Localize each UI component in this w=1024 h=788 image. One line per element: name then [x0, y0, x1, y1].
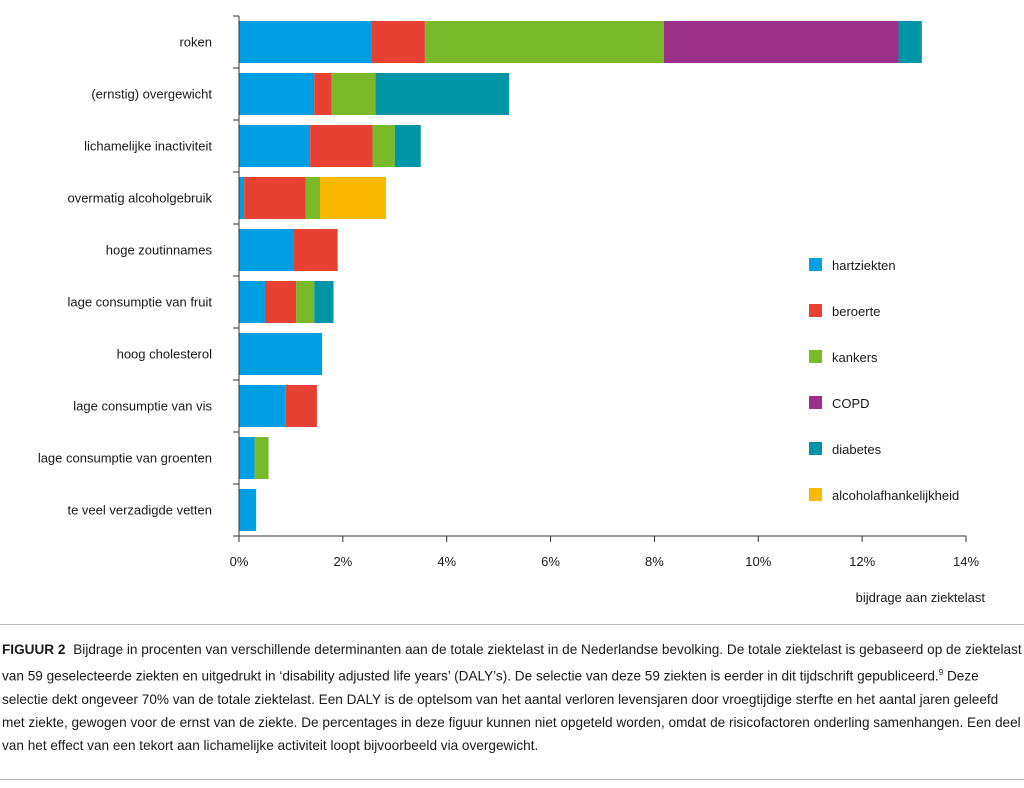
x-axis-label: bijdrage aan ziektelast: [856, 590, 986, 605]
caption-bottom-rule: [0, 779, 1024, 780]
footnote-ref: 9: [938, 668, 944, 677]
bar-segment: [239, 437, 255, 479]
bar-segment: [296, 281, 315, 323]
bar-segment: [372, 125, 395, 167]
category-label: roken: [179, 35, 212, 50]
bar-segment: [239, 281, 265, 323]
legend-label: alcoholafhankelijkheid: [832, 488, 959, 503]
x-tick-label: 14%: [953, 554, 979, 569]
category-label: overmatig alcoholgebruik: [67, 191, 212, 206]
legend-swatch: [809, 396, 822, 409]
caption-text-2: Deze selectie dekt ongeveer 70% van de t…: [2, 668, 1021, 753]
bar-segment: [244, 177, 306, 219]
caption-text-1: Bijdrage in procenten van verschillende …: [2, 642, 1022, 684]
bar-segment: [314, 73, 332, 115]
category-label: lage consumptie van fruit: [67, 295, 212, 310]
x-tick-label: 0%: [230, 554, 249, 569]
bar-segment: [239, 177, 245, 219]
bar-segment: [285, 385, 317, 427]
bar-segment: [254, 437, 269, 479]
x-tick-label: 10%: [745, 554, 771, 569]
bar-segment: [394, 125, 421, 167]
category-label: lage consumptie van vis: [73, 399, 212, 414]
bars-group: [239, 21, 922, 531]
legend-swatch: [809, 258, 822, 271]
bar-segment: [898, 21, 922, 63]
bar-segment: [264, 281, 297, 323]
figure-caption: FIGUUR 2 Bijdrage in procenten van versc…: [2, 638, 1022, 757]
legend-label: kankers: [832, 350, 878, 365]
legend-label: COPD: [832, 396, 870, 411]
bar-segment: [305, 177, 321, 219]
legend-swatch: [809, 304, 822, 317]
x-tick-label: 2%: [333, 554, 352, 569]
bar-segment: [239, 489, 257, 531]
legend-swatch: [809, 488, 822, 501]
legend: hartziekten beroerte kankers COPD diabetes al…: [809, 258, 959, 503]
bar-segment: [239, 385, 286, 427]
axes-group: roken (ernstig) overgewicht lichamelijke i…: [38, 15, 979, 569]
stacked-bar-chart: roken (ernstig) overgewicht lichamelijke i…: [38, 15, 986, 605]
x-tick-label: 6%: [541, 554, 560, 569]
category-label: lichamelijke inactiviteit: [84, 139, 212, 154]
bar-segment: [293, 229, 338, 271]
bar-segment: [424, 21, 664, 63]
bar-segment: [375, 73, 510, 115]
figure-label: FIGUUR 2: [2, 642, 66, 657]
category-label: lage consumptie van groenten: [38, 451, 212, 466]
bar-segment: [239, 21, 372, 63]
legend-label: diabetes: [832, 442, 882, 457]
bar-segment: [239, 333, 323, 375]
legend-swatch: [809, 350, 822, 363]
bar-segment: [371, 21, 425, 63]
x-tick-label: 4%: [437, 554, 456, 569]
bar-segment: [310, 125, 373, 167]
legend-label: beroerte: [832, 304, 880, 319]
bar-segment: [663, 21, 899, 63]
legend-label: hartziekten: [832, 258, 896, 273]
caption-top-rule: [0, 624, 1024, 625]
bar-segment: [320, 177, 386, 219]
x-tick-label: 8%: [645, 554, 664, 569]
bar-segment: [239, 229, 294, 271]
x-tick-label: 12%: [849, 554, 875, 569]
bar-segment: [331, 73, 376, 115]
bar-segment: [239, 73, 315, 115]
category-label: hoog cholesterol: [117, 347, 213, 362]
bar-segment: [239, 125, 311, 167]
category-label: hoge zoutinnames: [106, 243, 213, 258]
bar-segment: [314, 281, 334, 323]
category-label: (ernstig) overgewicht: [91, 87, 212, 102]
legend-swatch: [809, 442, 822, 455]
category-label: te veel verzadigde vetten: [67, 503, 212, 518]
